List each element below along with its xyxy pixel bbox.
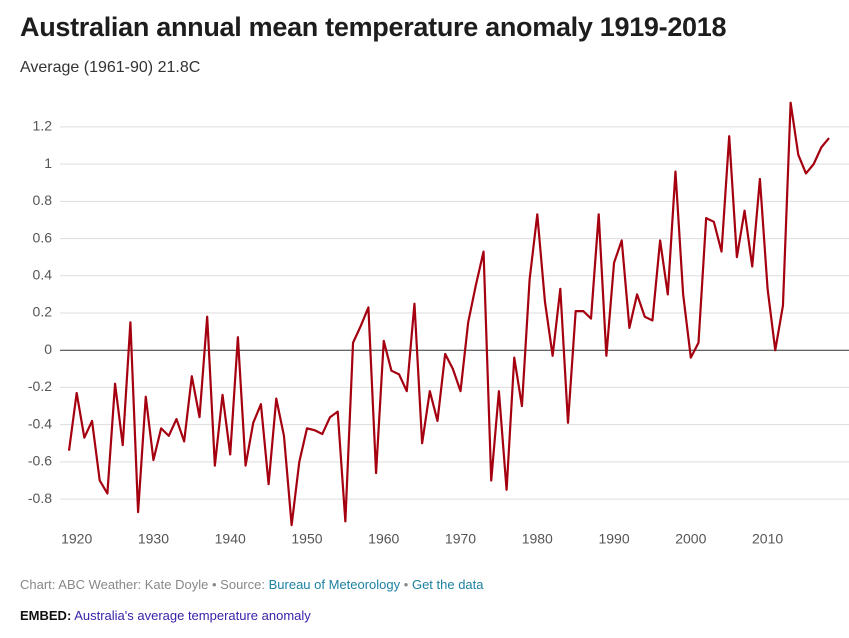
y-tick-label: 1 — [44, 155, 52, 171]
x-tick-label: 2000 — [675, 531, 706, 547]
data-link[interactable]: Get the data — [411, 577, 484, 592]
line — [67, 101, 830, 527]
source-label: Source: — [220, 577, 265, 592]
separator: • — [211, 577, 217, 592]
y-tick-label: 0.6 — [33, 229, 53, 245]
y-tick-label: 0.2 — [33, 304, 53, 320]
x-tick-label: 1950 — [291, 531, 322, 547]
embed-link[interactable]: Australia's average temperature anomaly — [74, 608, 311, 623]
y-tick-label: 1.2 — [33, 118, 53, 134]
chart-subtitle: Average (1961-90) 21.8C — [20, 59, 201, 76]
chart-title: Australian annual mean temperature anoma… — [20, 12, 727, 42]
embed: EMBED: Australia's average temperature a… — [20, 608, 311, 623]
footer: Chart: ABC Weather: Kate Doyle • Source:… — [20, 577, 484, 592]
x-tick-label: 1990 — [598, 531, 629, 547]
y-tick-label: 0.4 — [33, 266, 53, 282]
embed-label: EMBED: — [20, 608, 72, 623]
x-tick-label: 1970 — [445, 531, 476, 547]
x-tick-label: 1930 — [138, 531, 169, 547]
x-tick-label: 1960 — [368, 531, 399, 547]
x-tick-label: 1940 — [215, 531, 246, 547]
x-tick-label: 1980 — [522, 531, 553, 547]
y-tick-label: 0 — [44, 341, 52, 357]
y-tick-label: -0.4 — [28, 415, 52, 431]
separator: • — [403, 577, 409, 592]
source-link[interactable]: Bureau of Meteorology — [268, 577, 401, 592]
y-tick-label: -0.6 — [28, 453, 52, 469]
x-tick-label: 2010 — [752, 531, 783, 547]
credit: Chart: ABC Weather: Kate Doyle — [20, 577, 209, 592]
x-tick-label: 1920 — [61, 531, 92, 547]
y-tick-label: 0.8 — [33, 192, 53, 208]
y-tick-label: -0.2 — [28, 378, 52, 394]
y-tick-label: -0.8 — [28, 490, 52, 506]
chart: -0.8 -0.6 -0.4 -0.2 0 0.2 0.4 0.6 0.8 1 1.2 1920 193… — [28, 101, 849, 547]
